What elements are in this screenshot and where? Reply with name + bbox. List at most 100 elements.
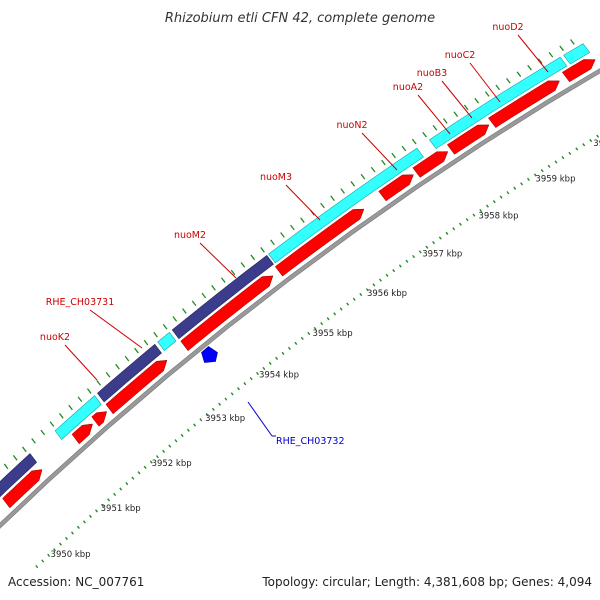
scale-label: 3955 kbp — [313, 329, 353, 339]
forward-gene-6 — [274, 208, 365, 277]
scale-tick — [326, 317, 330, 321]
outer-tick — [411, 138, 417, 145]
scale-tick — [465, 218, 469, 222]
outer-tick — [548, 51, 554, 58]
forward-gene-1 — [2, 469, 43, 509]
scale-tick — [300, 336, 304, 341]
scale-tick — [365, 288, 369, 292]
outer-tick — [453, 111, 459, 117]
forward-gene-4 — [105, 360, 168, 415]
outer-tick — [290, 224, 295, 231]
outer-tick — [58, 413, 64, 419]
outer-tick — [370, 166, 376, 173]
outer-tick — [443, 118, 448, 124]
outer-tick — [172, 316, 178, 322]
scale-tick — [162, 449, 166, 454]
scale-tick — [65, 536, 68, 541]
scale-tick — [230, 392, 234, 396]
gene-label-nuom2: nuoM2 — [174, 230, 206, 241]
feature-tracks — [0, 39, 600, 580]
scale-tick — [193, 423, 197, 427]
scale-tick — [95, 509, 98, 513]
scale-label: 3960 kbp — [593, 139, 600, 149]
scale-tick — [262, 366, 266, 371]
scale-tick — [589, 138, 593, 143]
forward-gene-8 — [412, 151, 449, 178]
scale-tick — [224, 397, 228, 401]
leader-line — [89, 309, 143, 349]
scale-tick — [582, 143, 586, 147]
forward-gene-9 — [446, 124, 490, 155]
reverse-gene-0 — [0, 453, 38, 498]
outer-tick — [250, 254, 256, 261]
leader-line — [417, 94, 451, 135]
scale-tick — [533, 173, 537, 177]
scale-tick — [88, 514, 92, 518]
scale-tick — [392, 269, 396, 273]
reverse-gene-2 — [97, 343, 162, 403]
map-title: Rhizobium etli CFN 42, complete genome — [165, 11, 435, 26]
scale-label: 3959 kbp — [535, 175, 575, 185]
scale-label: 3953 kbp — [205, 414, 245, 424]
scale-tick — [472, 213, 476, 217]
scale-tick — [205, 412, 209, 417]
scale-tick — [596, 134, 600, 138]
scale-tick — [492, 199, 496, 204]
scale-tick — [287, 346, 291, 350]
scale-tick — [372, 283, 376, 287]
scale-tick — [499, 195, 503, 199]
scale-tick — [47, 553, 51, 557]
outer-tick — [191, 300, 197, 307]
outer-tick — [143, 339, 149, 346]
scale-tick — [218, 402, 222, 406]
leader-line — [247, 401, 273, 437]
gene-label-rhe-ch03731: RHE_CH03731 — [46, 297, 115, 308]
leader-line — [285, 184, 321, 221]
scale-tick — [294, 341, 298, 346]
scale-tick — [249, 376, 253, 381]
scale-tick — [561, 156, 565, 160]
accession-text: Accession: NC_007761 — [8, 575, 144, 589]
scale-tick — [101, 503, 104, 507]
scale-tick — [281, 351, 285, 355]
outer-tick — [260, 247, 265, 253]
reverse-gene-4 — [171, 254, 274, 340]
scale-label: 3950 kbp — [51, 550, 91, 560]
outer-tick — [505, 77, 511, 84]
outer-tick — [220, 277, 226, 283]
outer-tick — [537, 58, 543, 64]
scale-tick — [119, 487, 123, 491]
gene-label-layer: 3950 kbp 3951 kbp 3952 kbp 3953 kbp 3954 kbp… — [40, 22, 600, 560]
gene-label-nuod2: nuoD2 — [492, 22, 523, 33]
outer-tick — [474, 97, 480, 104]
gene-label-nuob3: nuoB3 — [417, 68, 447, 79]
scale-tick — [346, 302, 350, 306]
scale-tick — [458, 222, 462, 226]
topology-text: Topology: circular; Length: 4,381,608 bp… — [261, 575, 592, 589]
scale-tick — [82, 520, 86, 524]
outer-tick — [22, 446, 27, 453]
outer-tick — [516, 71, 522, 77]
scale-tick — [199, 418, 203, 422]
scale-tick — [547, 164, 551, 168]
outer-tick — [3, 463, 9, 470]
outer-tick — [162, 323, 168, 330]
leader-line — [517, 34, 549, 73]
scale-label: 3956 kbp — [367, 289, 407, 299]
scale-label: 3951 kbp — [101, 504, 141, 514]
reverse-gene-7 — [563, 43, 591, 65]
scale-tick — [143, 465, 147, 470]
leader-line — [361, 132, 398, 171]
scale-tick — [568, 151, 572, 155]
forward-gene-11 — [561, 59, 596, 83]
outer-tick — [280, 232, 285, 238]
outer-tick — [49, 421, 55, 427]
scale-tick — [313, 326, 317, 331]
outer-tick — [320, 202, 325, 209]
outer-tick — [86, 388, 92, 394]
leader-line — [199, 242, 237, 279]
scale-tick — [506, 191, 510, 195]
outer-tick — [12, 455, 18, 461]
scale-tick — [359, 292, 363, 297]
outer-tick — [153, 331, 158, 338]
